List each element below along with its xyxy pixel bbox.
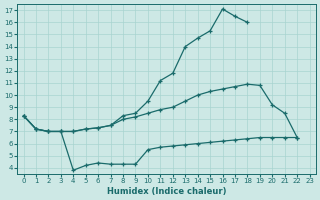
X-axis label: Humidex (Indice chaleur): Humidex (Indice chaleur) (107, 187, 226, 196)
